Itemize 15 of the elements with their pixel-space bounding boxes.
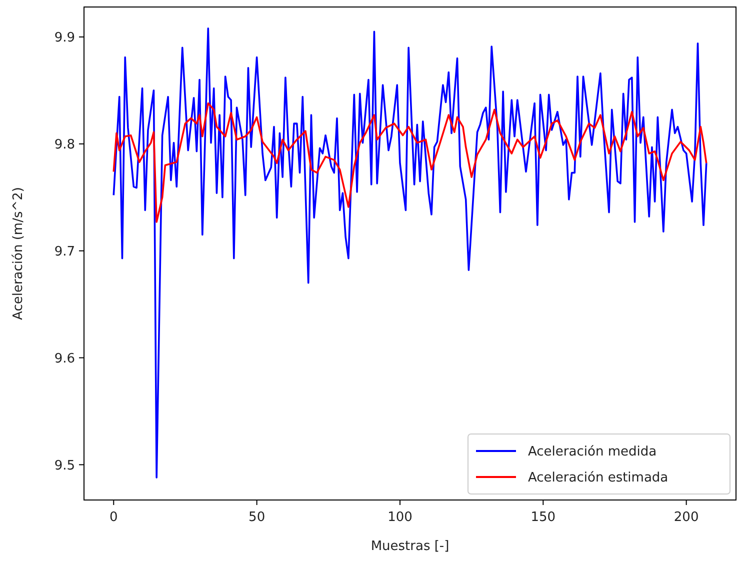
legend-label: Aceleración medida [528, 444, 657, 460]
y-axis-title: Aceleración (m/s^2) [11, 187, 26, 320]
y-tick-label: 9.9 [54, 30, 75, 46]
x-axis-title: Muestras [-] [370, 539, 450, 554]
x-tick-label: 0 [109, 510, 118, 525]
y-tick-label: 9.5 [54, 458, 75, 474]
line-series [112, 102, 708, 223]
y-tick-label: 9.8 [54, 137, 75, 152]
legend-label: Aceleración estimada [528, 470, 668, 486]
x-tick-label: 100 [388, 510, 412, 525]
x-tick-label: 150 [530, 510, 556, 525]
x-tick-label: 50 [248, 510, 266, 525]
y-tick-label: 9.6 [54, 351, 75, 366]
y-tick-label: 9.7 [54, 244, 75, 260]
x-tick-label: 200 [674, 510, 699, 525]
